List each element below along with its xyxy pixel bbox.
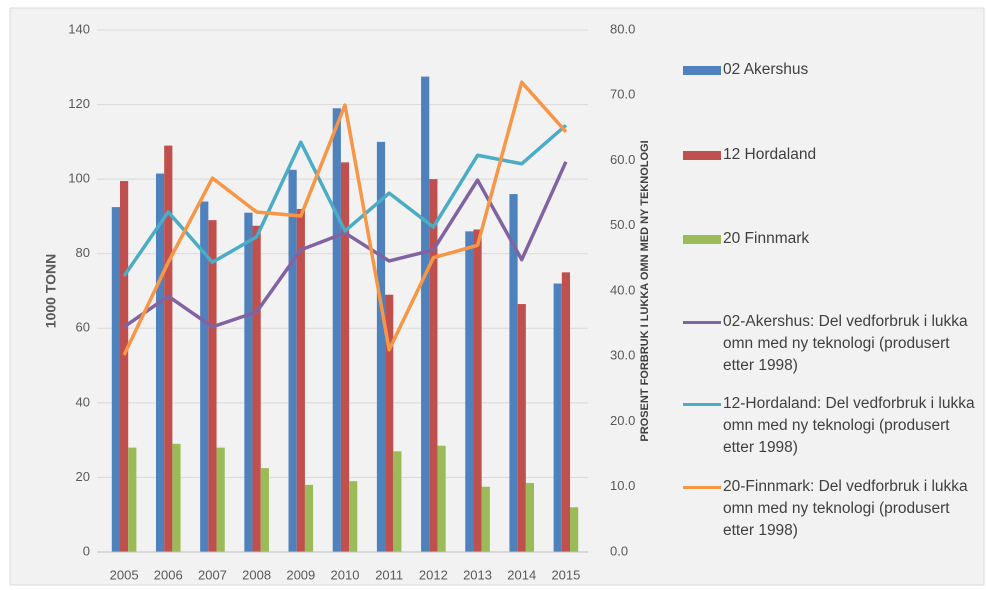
y-tick-label: 120 [68,96,90,111]
line [122,123,568,277]
y2-axis-title: PROSENT FORBRUK I LUKKA OMN MED NY TEKNO… [639,140,651,441]
bar [349,481,358,552]
bar [164,145,173,553]
bar [128,447,137,552]
x-tick-label: 2007 [198,567,227,582]
bar [244,212,253,552]
bar [260,468,269,552]
bar [570,507,579,552]
legend-item: 12 Hordaland [683,144,983,166]
y2-tick-label: 20.0 [610,413,635,428]
bar [421,76,430,552]
bar [119,181,129,552]
bar [252,225,261,552]
legend-label: 02 Akershus [723,61,809,78]
y-tick-label: 20 [76,469,90,484]
bar [393,451,402,552]
bar [561,272,571,552]
bar [296,208,305,552]
bar [376,141,386,552]
x-tick-label: 2006 [154,567,183,582]
legend-item: 02 Akershus [683,59,983,81]
bar [473,229,482,552]
x-tick-label: 2010 [331,567,360,582]
legend-label: 20 Finnmark [723,230,810,247]
bar [437,445,446,552]
y-tick-label: 60 [76,320,90,335]
x-tick-label: 2005 [110,567,139,582]
bar [553,283,562,552]
bar [111,207,120,552]
bar [509,194,518,553]
x-tick-label: 2008 [242,567,271,582]
x-tick-label: 2011 [375,567,403,582]
bar [216,447,225,552]
y2-tick-label: 10.0 [610,478,635,493]
line [123,161,568,329]
bar [200,201,209,552]
bar [465,231,474,553]
x-tick-label: 2015 [551,567,580,582]
y-tick-label: 80 [76,245,90,260]
x-tick-label: 2013 [463,567,492,582]
y-tick-label: 40 [76,394,90,409]
y-tick-label: 100 [68,171,90,186]
legend-item: 12-Hordaland: Del vedforbruk i lukka omn… [683,393,983,459]
bar [304,484,314,552]
legend-swatch [683,151,721,160]
bar [481,486,490,552]
legend-swatch [683,321,721,324]
legend-label: 20-Finnmark: Del vedforbruk i lukka omn … [723,478,968,539]
y2-tick-label: 80.0 [610,21,635,36]
legend-swatch [683,486,721,489]
y2-tick-label: 50.0 [610,217,635,232]
legend-label: 12-Hordaland: Del vedforbruk i lukka omn… [723,395,975,456]
x-tick-label: 2012 [419,567,448,582]
bar [525,483,535,552]
y2-tick-label: 60.0 [610,152,635,167]
y2-tick-label: 70.0 [610,87,635,102]
legend-item: 20-Finnmark: Del vedforbruk i lukka omn … [683,476,983,542]
bar [332,108,341,553]
legend-label: 12 Hordaland [723,146,817,163]
bar [288,169,297,553]
legend-item: 02-Akershus: Del vedforbruk i lukka omn … [683,311,983,377]
legend-item: 20 Finnmark [683,228,983,250]
bar [385,294,394,552]
legend-swatch [683,403,721,406]
x-tick-label: 2014 [507,567,536,582]
bar [208,220,217,552]
y2-tick-label: 40.0 [610,282,635,297]
y2-tick-label: 0.0 [610,543,628,558]
y-tick-label: 140 [68,21,90,36]
y-tick-label: 0 [83,543,90,558]
x-tick-label: 2009 [286,567,315,582]
line [122,80,568,356]
bar [155,173,165,553]
legend-swatch [683,235,721,244]
bar [429,179,438,552]
bar [517,304,526,552]
bar [172,443,181,552]
y2-tick-label: 30.0 [610,348,635,363]
legend-swatch [683,66,721,75]
bar [340,162,350,552]
legend-label: 02-Akershus: Del vedforbruk i lukka omn … [723,313,968,374]
y-axis-title: 1000 TONN [43,254,59,328]
